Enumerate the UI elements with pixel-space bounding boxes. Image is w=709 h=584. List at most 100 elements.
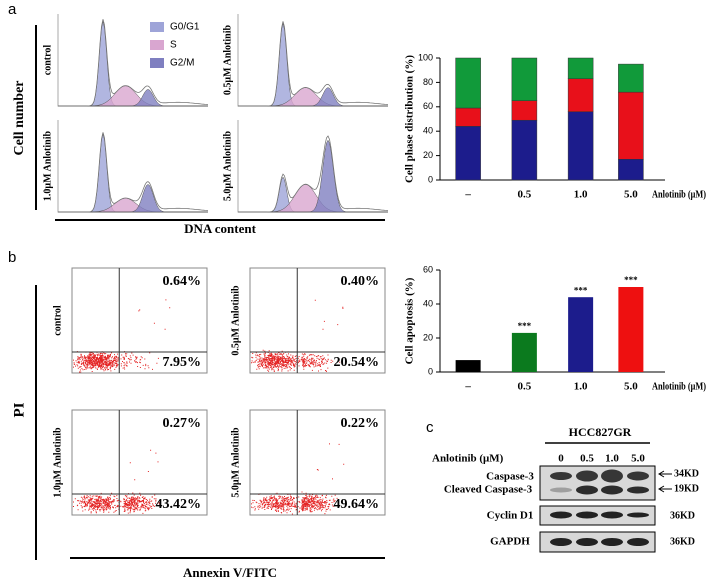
axis-line xyxy=(57,120,208,213)
band xyxy=(576,511,598,519)
legend-label: G0/G1 xyxy=(170,22,200,33)
histogram-fill xyxy=(238,87,388,107)
protein-label: Cyclin D1 xyxy=(487,510,534,522)
panel-label: control xyxy=(42,45,53,76)
significance: *** xyxy=(518,321,532,331)
panel-label: control xyxy=(52,305,63,336)
bar-segment xyxy=(511,100,538,121)
band xyxy=(627,538,649,546)
quadrant-percent: 49.64% xyxy=(334,497,380,512)
x-tick-label: 5.0 xyxy=(624,381,638,393)
quadrant-percent: 7.95% xyxy=(163,355,202,370)
y-tick-label: 60 xyxy=(423,264,433,274)
bar-segment xyxy=(455,57,481,109)
band xyxy=(576,538,598,546)
quadrant-percent: 0.64% xyxy=(163,274,202,289)
y-tick-label: 40 xyxy=(423,126,433,136)
significance: *** xyxy=(624,275,638,285)
histogram-outline xyxy=(58,19,209,107)
histogram-fill xyxy=(58,85,208,107)
bar-segment xyxy=(567,78,594,112)
band xyxy=(550,511,572,519)
x-axis-label: Anlotinib (μM) xyxy=(652,189,706,201)
axis-label: Annexin V/FITC xyxy=(183,565,277,580)
lane-label: 5.0 xyxy=(631,453,645,465)
legend-swatch xyxy=(150,58,164,68)
legend-swatch xyxy=(150,40,164,50)
histogram-outline xyxy=(238,135,389,213)
event-dots xyxy=(73,299,171,373)
x-tick-label: 5.0 xyxy=(624,189,638,201)
band xyxy=(550,487,572,493)
axis-label: DNA content xyxy=(184,221,257,236)
panel-label: a xyxy=(8,1,17,18)
bar-segment xyxy=(618,91,644,160)
treatment-label: Anlotinib (μM) xyxy=(432,453,504,465)
panel-label: 0.5μM Anlotinib xyxy=(230,285,241,356)
bar-segment xyxy=(455,107,481,127)
x-tick-label: 0.5 xyxy=(518,189,532,201)
band xyxy=(601,469,623,483)
protein-label: Cleaved Caspase-3 xyxy=(444,484,533,496)
bar xyxy=(568,297,594,372)
lane-label: 1.0 xyxy=(605,453,619,465)
x-tick-label: 0.5 xyxy=(518,381,532,393)
y-tick-label: 80 xyxy=(423,77,433,87)
size-label: 36KD xyxy=(670,536,695,547)
band xyxy=(550,538,572,546)
legend-swatch xyxy=(150,22,164,32)
bar-segment xyxy=(618,63,644,93)
bar-segment xyxy=(567,57,594,79)
bar xyxy=(511,332,537,372)
bar-segment xyxy=(455,126,481,181)
lane-label: 0 xyxy=(558,453,564,465)
panel-label: 5.0μM Anlotinib xyxy=(222,131,233,202)
y-tick-label: 40 xyxy=(423,298,433,308)
histogram-outline xyxy=(238,21,389,107)
protein-label: GAPDH xyxy=(490,536,530,548)
y-axis-label: Cell phase distribution (%) xyxy=(404,55,416,183)
band xyxy=(576,470,598,482)
bar xyxy=(618,287,644,372)
panel-label: 0.5μM Anlotinib xyxy=(222,25,233,96)
arrow xyxy=(658,470,672,493)
histogram-outline xyxy=(58,132,209,213)
x-tick-label: – xyxy=(464,189,471,201)
size-label: 34KD xyxy=(674,468,699,479)
y-tick-label: 0 xyxy=(428,174,433,184)
bar-segment xyxy=(511,119,538,181)
bar-segment xyxy=(511,57,538,101)
quadrant-percent: 0.27% xyxy=(163,416,202,431)
band xyxy=(601,538,623,546)
y-tick-label: 20 xyxy=(423,332,433,342)
x-tick-label: 1.0 xyxy=(574,381,588,393)
y-tick-label: 20 xyxy=(423,150,433,160)
band xyxy=(550,472,572,480)
x-axis-label: Anlotinib (μM) xyxy=(652,381,706,393)
quadrant-percent: 43.42% xyxy=(156,497,202,512)
axis-label: PI xyxy=(11,402,27,417)
y-tick-label: 100 xyxy=(418,52,433,62)
bar-segment xyxy=(567,111,594,181)
protein-label: Caspase-3 xyxy=(486,471,534,483)
y-tick-label: 60 xyxy=(423,101,433,111)
panel-label: 5.0μM Anlotinib xyxy=(230,427,241,498)
significance: *** xyxy=(574,285,588,295)
y-tick-label: 0 xyxy=(428,366,433,376)
panel-label: 1.0μM Anlotinib xyxy=(42,131,53,202)
bar xyxy=(455,360,481,372)
quadrant-percent: 20.54% xyxy=(334,355,380,370)
panel-label: b xyxy=(8,249,16,266)
quadrant-percent: 0.22% xyxy=(341,416,380,431)
size-label: 36KD xyxy=(670,510,695,521)
x-tick-label: 1.0 xyxy=(574,189,588,201)
band xyxy=(627,512,649,518)
panel-label: c xyxy=(426,419,434,436)
size-label: 19KD xyxy=(674,483,699,494)
axis-label: Cell number xyxy=(12,80,27,155)
lane-label: 0.5 xyxy=(580,453,594,465)
band xyxy=(601,511,623,519)
group-label: HCC827GR xyxy=(569,425,632,439)
band xyxy=(601,485,623,495)
